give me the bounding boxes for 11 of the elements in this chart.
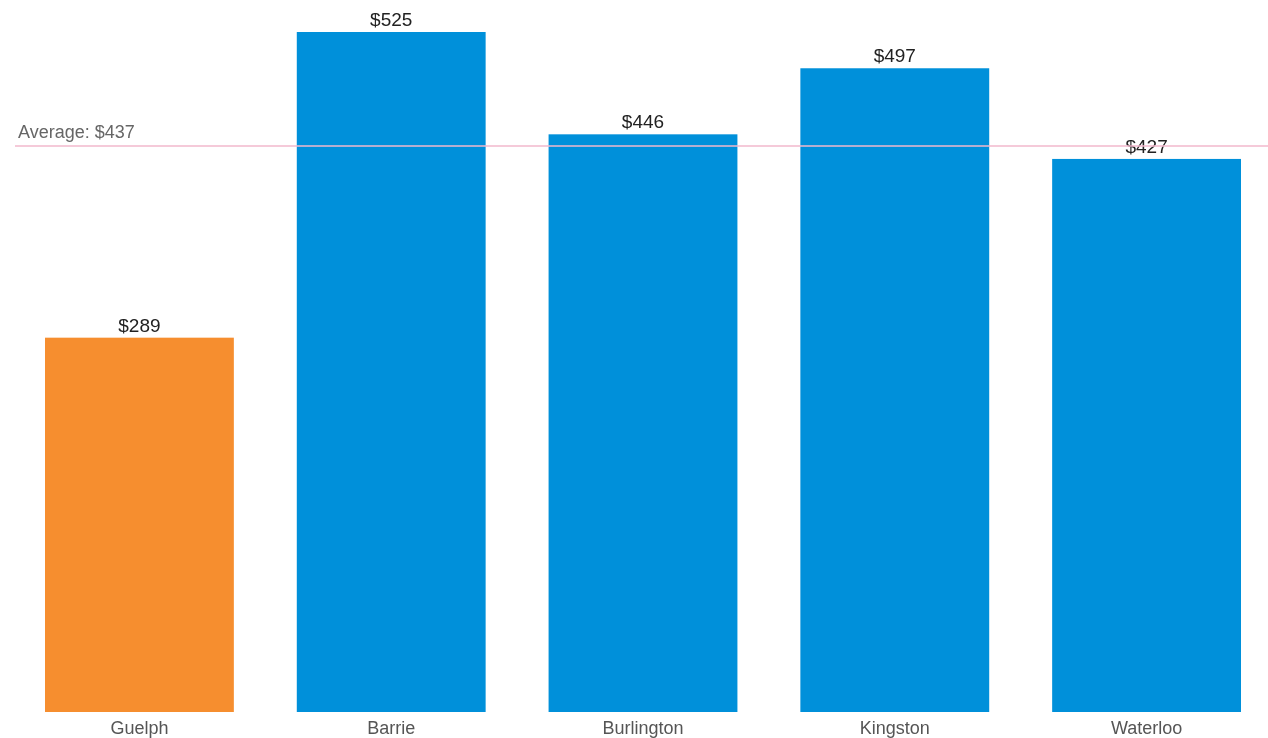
x-tick-label: Waterloo — [1110, 718, 1183, 738]
ref-line-label: Average: $437 — [18, 121, 135, 142]
x-tick-label: Burlington — [602, 718, 684, 738]
data-label: $289 — [118, 314, 161, 336]
x-tick-label: Barrie — [367, 718, 416, 738]
data-label: $525 — [370, 9, 413, 30]
data-label: $497 — [873, 45, 916, 67]
x-tick-label: Kingston — [859, 718, 930, 738]
data-label: $427 — [1125, 135, 1168, 157]
data-label: $446 — [621, 111, 665, 133]
x-tick-label: Guelph — [110, 718, 169, 738]
